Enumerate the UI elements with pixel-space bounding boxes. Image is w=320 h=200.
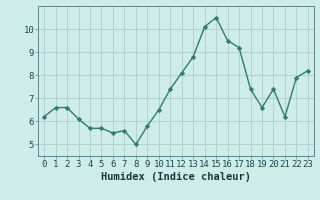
X-axis label: Humidex (Indice chaleur): Humidex (Indice chaleur): [101, 172, 251, 182]
